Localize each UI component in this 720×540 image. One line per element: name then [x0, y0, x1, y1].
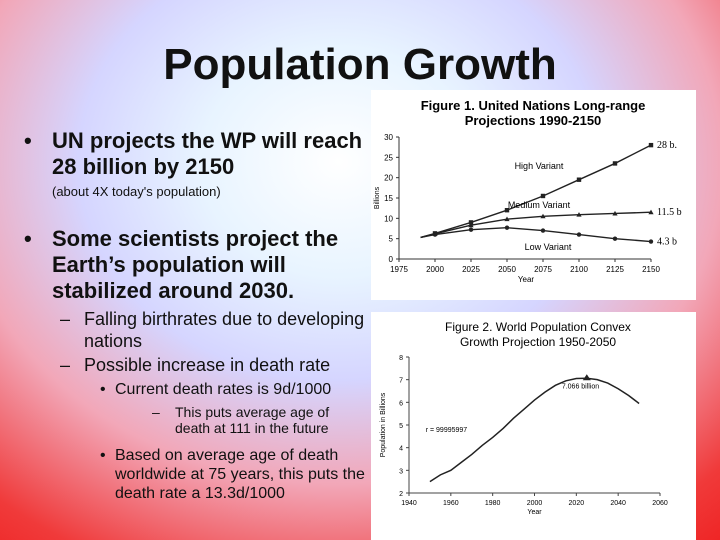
data-point	[540, 213, 546, 219]
bullet-marker: •	[100, 447, 106, 464]
x-tick-label: 1960	[443, 500, 459, 507]
sub-sub-bullet-text: Based on average age of death worldwide …	[115, 447, 365, 502]
level4-bullet-text: This puts average age of death at 111 in…	[175, 404, 330, 436]
series-line-1	[420, 144, 652, 239]
figure-convex-growth: Figure 2. World Population Convex Growth …	[371, 312, 696, 540]
y-tick-label: 8	[399, 355, 403, 362]
bullet-marker: •	[24, 226, 32, 251]
dash-marker: –	[152, 404, 160, 420]
data-point	[504, 208, 510, 213]
series-line	[429, 377, 640, 483]
data-point	[468, 227, 474, 232]
y-tick-label: 6	[399, 400, 403, 407]
series-line-2	[420, 211, 652, 239]
chart-title-line1: Figure 2. World Population Convex	[445, 320, 631, 334]
y-tick-label: 0	[389, 255, 394, 264]
series-end-label: 11.5 b	[657, 207, 682, 218]
y-tick-label: 25	[384, 153, 393, 162]
y-tick-label: 3	[399, 468, 403, 475]
sub-bullet-text: Possible increase in death rate	[84, 355, 331, 375]
chart-title-line2: Projections 1990-2150	[465, 113, 602, 128]
x-tick-label: 1975	[390, 265, 408, 274]
data-point	[468, 222, 474, 228]
data-point	[648, 209, 654, 215]
sub-sub-bullet-75-years: • Based on average age of death worldwid…	[100, 446, 370, 503]
data-point	[540, 228, 546, 233]
sub-bullet-birthrates: – Falling birthrates due to developing n…	[60, 308, 380, 352]
bullet-stabilize: • Some scientists project the Earth’s po…	[24, 226, 369, 304]
y-tick-label: 10	[384, 214, 393, 223]
series-label: High Variant	[515, 161, 564, 171]
series-label: Low Variant	[525, 242, 572, 252]
data-point	[612, 236, 618, 241]
dash-marker: –	[60, 355, 71, 375]
slide-title: Population Growth	[163, 40, 557, 89]
data-point	[612, 210, 618, 216]
data-point	[468, 220, 474, 225]
x-tick-label: 2125	[606, 265, 624, 274]
x-tick-label: 2000	[426, 265, 444, 274]
data-point	[576, 232, 582, 237]
bullet-note: (about 4X today's population)	[52, 184, 221, 199]
y-axis-label: Population in Billions	[380, 392, 387, 457]
y-tick-label: 20	[384, 174, 393, 183]
x-tick-label: 2075	[534, 265, 552, 274]
annotation-peak: 7.066 billion	[562, 384, 599, 391]
data-point	[432, 232, 438, 237]
x-axis-label: Year	[527, 509, 542, 516]
dash-marker: –	[60, 309, 71, 329]
x-tick-label: 2040	[610, 500, 626, 507]
annotation-r: r = 99995997	[426, 427, 468, 434]
chart-convex-growth: Figure 2. World Population ConvexGrowth …	[380, 320, 668, 516]
data-point	[612, 161, 618, 166]
y-tick-label: 4	[399, 446, 403, 453]
y-axis-label: Billions	[374, 186, 381, 209]
y-tick-label: 5	[399, 423, 403, 430]
chart-title-line1: Figure 1. United Nations Long-range	[421, 98, 646, 113]
bullet-marker: •	[100, 381, 106, 398]
data-point	[576, 177, 582, 182]
sub-sub-bullet-text: Current death rates is 9d/1000	[115, 381, 332, 398]
data-point	[648, 142, 654, 148]
x-tick-label: 2000	[527, 500, 543, 507]
x-axis-label: Year	[518, 275, 535, 284]
figure-un-projections: Figure 1. United Nations Long-range Proje…	[371, 90, 696, 300]
series-end-label: 4.3 b	[657, 237, 677, 248]
sub-bullet-death-rate: – Possible increase in death rate	[60, 354, 380, 376]
level4-bullet-average-age: – This puts average age of death at 111 …	[152, 404, 352, 436]
chart-title-line2: Growth Projection 1950-2050	[460, 335, 616, 349]
data-point	[540, 193, 546, 199]
data-point	[648, 239, 654, 244]
x-tick-label: 2060	[652, 500, 668, 507]
y-tick-label: 5	[389, 235, 394, 244]
y-tick-label: 2	[399, 491, 403, 498]
series-label: Medium Variant	[508, 200, 571, 210]
bullet-text: Some scientists project the Earth’s popu…	[52, 226, 339, 303]
x-tick-label: 1980	[485, 500, 501, 507]
x-tick-label: 2020	[569, 500, 585, 507]
x-tick-label: 2025	[462, 265, 480, 274]
peak-marker	[582, 374, 591, 381]
bullet-text: UN projects the WP will reach 28 billion…	[52, 128, 363, 179]
bullet-un-projection: • UN projects the WP will reach 28 billi…	[24, 128, 364, 180]
data-point	[504, 225, 510, 230]
data-point	[576, 212, 582, 217]
chart-un-projections: Figure 1. United Nations Long-rangeProje…	[374, 98, 682, 284]
bullet-marker: •	[24, 128, 32, 153]
data-point	[504, 216, 510, 222]
x-tick-label: 1940	[401, 500, 417, 507]
series-end-label: 28 b.	[657, 140, 677, 151]
sub-bullet-text: Falling birthrates due to developing nat…	[84, 309, 365, 351]
y-tick-label: 7	[399, 378, 403, 385]
sub-sub-bullet-current-rate: • Current death rates is 9d/1000	[100, 380, 370, 399]
x-tick-label: 2050	[498, 265, 516, 274]
y-tick-label: 15	[384, 194, 393, 203]
y-tick-label: 30	[384, 133, 393, 142]
x-tick-label: 2150	[642, 265, 660, 274]
series-line-3	[420, 226, 652, 243]
x-tick-label: 2100	[570, 265, 588, 274]
